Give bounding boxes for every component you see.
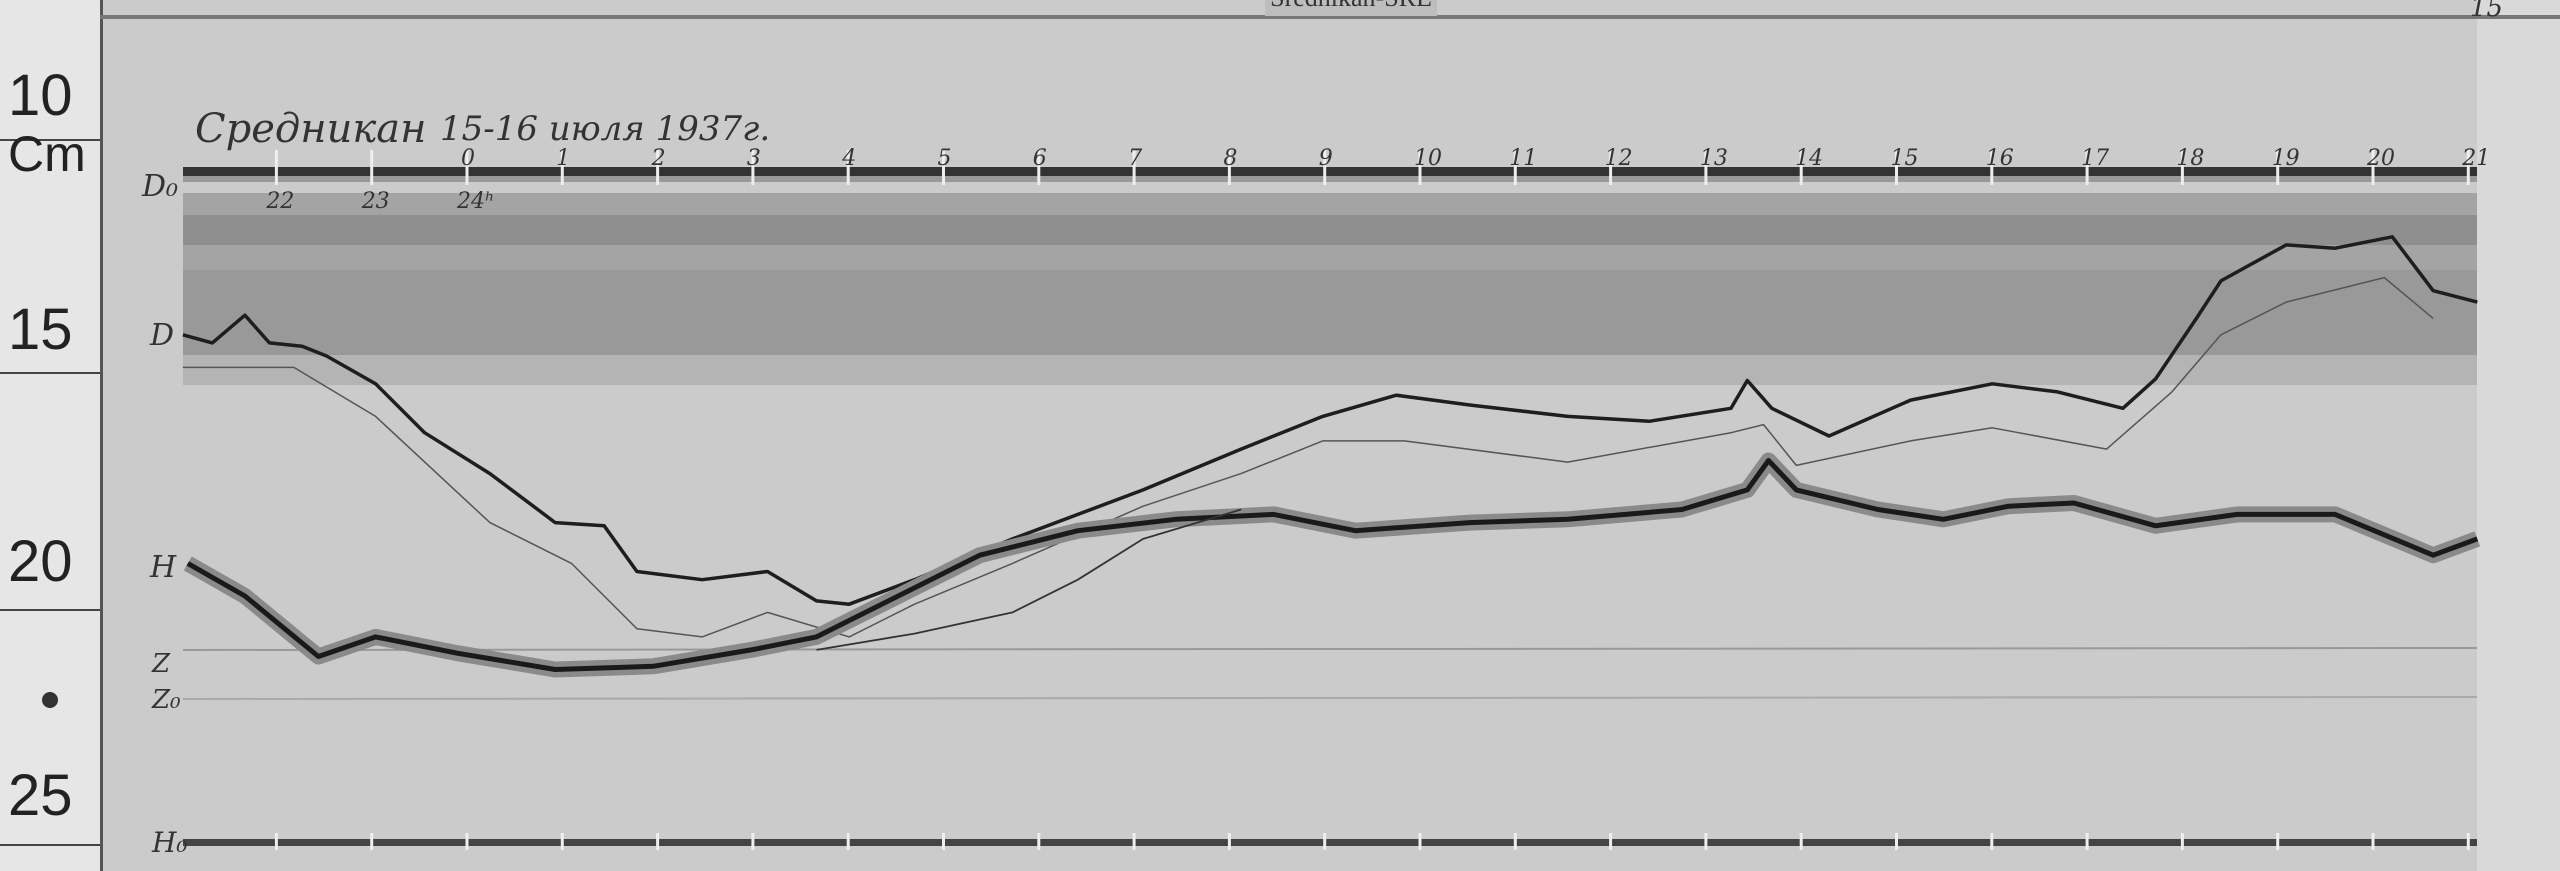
corner-mark: 15 (2470, 0, 2503, 23)
hour-label: 20 (2366, 146, 2395, 171)
d0-baseline (183, 167, 2477, 176)
ruler-mark-15: 15 (8, 297, 73, 362)
hour-label: 21 (2461, 146, 2490, 171)
h-trace (186, 458, 2479, 672)
ruler-mark-10: 10 (8, 63, 73, 128)
ruler-line (0, 609, 100, 611)
hour-label: 5 (938, 146, 952, 171)
ruler-line (0, 139, 100, 141)
label-h0: H₀ (151, 826, 188, 859)
hour-label: 11 (1509, 146, 1537, 171)
hour-label: 10 (1414, 146, 1442, 171)
hour-label: 7 (1128, 146, 1142, 171)
hour-label: 8 (1223, 146, 1237, 171)
d-trace (182, 235, 2478, 606)
hour-label-prev-day: 24ʰ (456, 189, 495, 214)
d-band-fade (183, 355, 2477, 385)
h0-baseline (183, 839, 2477, 846)
hour-label: 12 (1605, 146, 1633, 171)
ruler-line (0, 372, 100, 374)
d-band-stripe (183, 270, 2477, 355)
label-d: D (149, 318, 174, 353)
hour-label: 4 (841, 146, 856, 171)
hour-label: 1 (556, 146, 570, 171)
centimeter-ruler: 10 Cm 15 20 25 (0, 0, 103, 871)
record-date: 15-16 июля 1937г. (440, 109, 770, 149)
ruler-mark-20: 20 (8, 529, 73, 594)
traces (182, 235, 2481, 678)
label-h: H (149, 550, 177, 585)
hour-label: 0 (461, 146, 475, 171)
ruler-line (0, 844, 100, 846)
hour-label-prev-day: 22 (265, 189, 294, 214)
hour-label: 13 (1700, 146, 1728, 171)
hour-label: 6 (1033, 146, 1047, 171)
z-trace (816, 508, 1242, 651)
hour-label: 17 (2081, 146, 2109, 171)
d-trace-secondary (182, 276, 2434, 638)
hour-label: 14 (1795, 146, 1823, 171)
hour-label: 2 (651, 146, 666, 171)
label-d0: D₀ (141, 169, 178, 204)
archive-label: Srednikan-SRE (1265, 0, 1437, 19)
hour-label: 18 (2176, 146, 2204, 171)
d0-baseline-shadow (183, 176, 2477, 182)
ruler-mark-25: 25 (8, 763, 73, 828)
label-z: Z (151, 649, 171, 679)
hour-label-prev-day: 23 (361, 189, 390, 214)
hour-label: 16 (1986, 146, 2014, 171)
z-baseline (182, 647, 2478, 651)
ruler-unit: Cm (8, 126, 86, 182)
paper (103, 0, 2477, 871)
z0-baseline (182, 696, 2478, 700)
hour-label: 3 (747, 146, 761, 171)
hour-label: 9 (1319, 146, 1333, 171)
paper-margin (2477, 0, 2560, 871)
hour-label: 15 (1891, 146, 1919, 171)
ruler-hole (42, 692, 58, 708)
label-z0: Z₀ (151, 685, 181, 715)
station-name: Средникан (195, 106, 426, 152)
d-band-stripe (183, 215, 2477, 245)
hour-label: 19 (2272, 146, 2300, 171)
